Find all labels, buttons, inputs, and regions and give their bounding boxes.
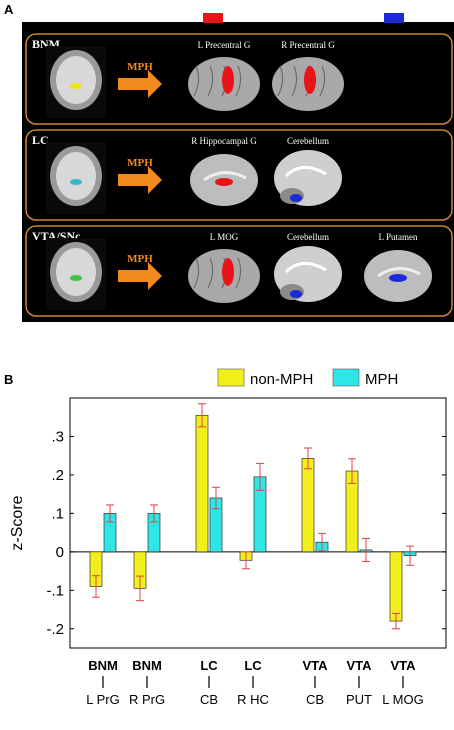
- row-2-seed-region: [70, 275, 82, 281]
- x-label-bottom-2: CB: [200, 692, 218, 707]
- x-label-bottom-6: L MOG: [382, 692, 423, 707]
- x-label-bottom-3: R HC: [237, 692, 269, 707]
- x-label-top-0: BNM: [88, 658, 118, 673]
- row-1-seed-region: [70, 179, 82, 185]
- x-label-top-4: VTA: [302, 658, 328, 673]
- row-2-brain-0-sulcus-1: [207, 257, 214, 289]
- row-1-brain-0-activation: [215, 178, 233, 186]
- legend-label-1: noMPH > MPH: [408, 14, 454, 25]
- x-label-bottom-0: L PrG: [86, 692, 119, 707]
- x-label-bottom-4: CB: [306, 692, 324, 707]
- row-1-brain-1-white-matter: [284, 166, 327, 178]
- row-0-brain-1-sulcus-3: [319, 65, 326, 97]
- x-label-bottom-5: PUT: [346, 692, 372, 707]
- row-1-brain-0-white-matter: [203, 171, 247, 182]
- row-0-brain-1-sulcus-0: [277, 65, 284, 97]
- axes-frame: [69, 397, 447, 649]
- row-frame-1: [25, 129, 453, 221]
- row-arrow-1: [118, 166, 162, 194]
- row-0-brain-0-sulcus-0: [193, 65, 200, 97]
- row-2-brain-1-activation: [290, 290, 302, 298]
- row-2-brain-1-white-matter: [284, 262, 327, 274]
- row-0-brain-0-sulcus-1: [207, 65, 214, 97]
- region-label-2-2: L Putamen: [379, 232, 418, 242]
- x-label-top-1: BNM: [132, 658, 162, 673]
- y-tick-label-0: 0: [56, 544, 64, 561]
- row-arrow-0: [118, 70, 162, 98]
- row-2-brain-2-activation: [389, 274, 407, 282]
- x-label-top-2: LC: [200, 658, 218, 673]
- legend-swatch-non-MPH: [217, 368, 245, 387]
- bar-non-MPH-2: [195, 414, 209, 553]
- row-2-slice-brain: [56, 248, 96, 296]
- y-tick-label-0.1: .1: [51, 505, 64, 522]
- y-tick-label-0.3: .3: [51, 428, 64, 445]
- region-label-2-0: L MOG: [210, 232, 239, 242]
- row-arrow-label-0: MPH: [127, 61, 153, 73]
- y-tick-label-0.2: .2: [51, 467, 64, 484]
- x-label-bottom-1: R PrG: [129, 692, 165, 707]
- bar-non-MPH-4: [301, 458, 315, 553]
- row-label-1: LC: [32, 133, 49, 147]
- row-frame-0: [25, 33, 453, 125]
- y-axis-label: z-Score: [9, 495, 26, 550]
- legend-label-MPH: MPH: [365, 371, 398, 388]
- x-label-top-6: VTA: [390, 658, 416, 673]
- row-0-slice-brain: [56, 56, 96, 104]
- panel-a-letter: A: [4, 2, 14, 17]
- row-frame-2: [25, 225, 453, 317]
- x-label-top-5: VTA: [346, 658, 372, 673]
- region-label-1-1: Cerebellum: [287, 136, 329, 146]
- row-1-brain-1-activation: [290, 194, 302, 202]
- row-2-brain-0-sulcus-0: [193, 257, 200, 289]
- x-label-top-3: LC: [244, 658, 262, 673]
- legend-label-0: MPH > noMPH: [227, 14, 291, 25]
- row-2-brain-2-white-matter: [377, 267, 421, 278]
- row-1-slice-brain: [56, 152, 96, 200]
- row-0-brain-1-sulcus-1: [291, 65, 298, 97]
- region-label-2-1: Cerebellum: [287, 232, 329, 242]
- panel-a-row-1: LC MPH R Hippocampal G Cerebellum: [25, 129, 453, 221]
- region-label-1-0: R Hippocampal G: [191, 136, 257, 146]
- row-arrow-2: [118, 262, 162, 290]
- row-0-brain-0-activation: [222, 66, 234, 94]
- y-tick-label--0.2: -.2: [46, 621, 64, 638]
- row-0-seed-region: [70, 83, 82, 89]
- panel-b-letter: B: [4, 372, 13, 387]
- row-0-brain-1-activation: [304, 66, 316, 94]
- legend-swatch-0: [203, 13, 223, 23]
- row-arrow-label-2: MPH: [127, 253, 153, 265]
- row-0-brain-0-sulcus-3: [235, 65, 242, 97]
- row-2-brain-0-activation: [222, 258, 234, 286]
- y-tick-label--0.1: -.1: [46, 582, 64, 599]
- row-2-brain-0-sulcus-3: [235, 257, 242, 289]
- row-arrow-label-1: MPH: [127, 157, 153, 169]
- legend-label-non-MPH: non-MPH: [250, 371, 313, 388]
- legend-swatch-MPH: [332, 368, 360, 387]
- legend-swatch-1: [384, 13, 404, 23]
- region-label-0-1: R Precentral G: [281, 40, 335, 50]
- bar-non-MPH-6: [389, 551, 403, 622]
- region-label-0-0: L Precentral G: [198, 40, 251, 50]
